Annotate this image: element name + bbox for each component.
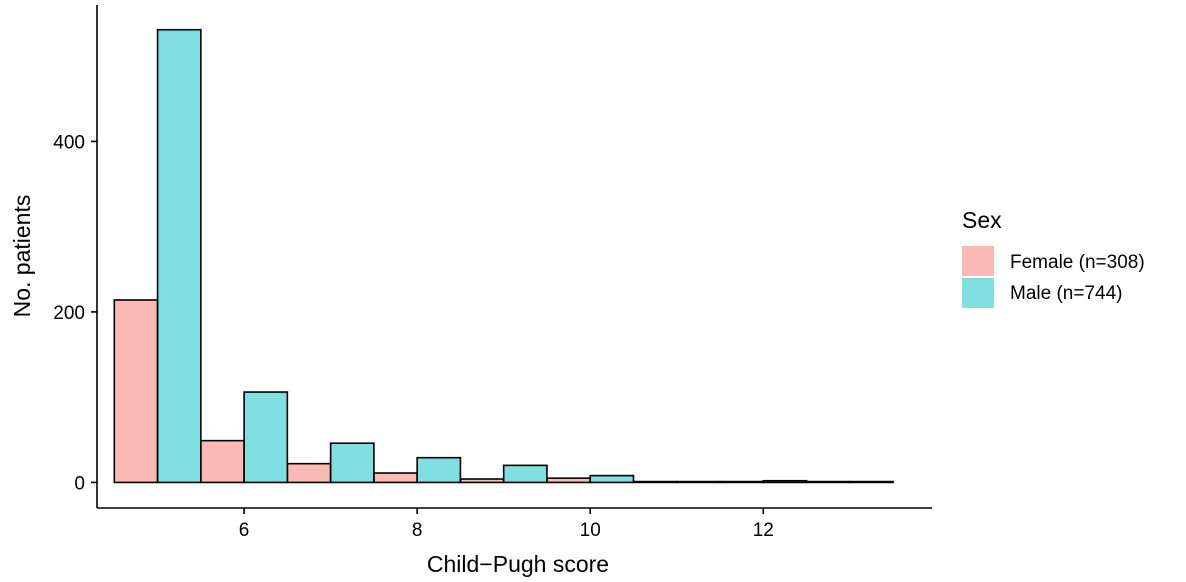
legend-label-male: Male (n=744) [1010, 283, 1122, 304]
x-tick-label: 6 [239, 520, 250, 541]
bar-male-5 [156, 28, 202, 484]
bar-female-8 [373, 472, 418, 484]
bar-male-7 [329, 442, 375, 484]
y-tick-label: 200 [53, 303, 85, 324]
bar-female-5 [113, 299, 159, 484]
bar-female-13 [805, 480, 851, 484]
bar-female-6 [200, 439, 245, 484]
legend: Sex Female (n=308) Male (n=744) [962, 207, 1145, 308]
axes-layer: 6 8 10 12 0 200 400 [53, 5, 932, 541]
bar-female-10 [546, 477, 592, 484]
bars-layer [113, 28, 894, 484]
legend-label-female: Female (n=308) [1010, 252, 1145, 273]
bar-male-12 [762, 479, 808, 484]
x-tick-label: 10 [580, 520, 601, 541]
legend-title: Sex [962, 207, 1002, 233]
legend-key-male [962, 278, 994, 308]
x-axis-title: Child−Pugh score [427, 551, 609, 577]
y-tick-label: 0 [74, 473, 85, 494]
bar-male-10 [589, 474, 635, 484]
legend-key-female [962, 246, 994, 276]
y-tick-label: 400 [53, 132, 85, 153]
bar-male-9 [502, 464, 548, 484]
bar-male-11 [675, 480, 721, 484]
bar-female-12 [719, 480, 765, 484]
y-axis-title: No. patients [9, 195, 35, 318]
bar-female-11 [632, 480, 678, 484]
bar-male-13 [848, 480, 894, 484]
bar-male-6 [243, 391, 289, 484]
bar-female-7 [286, 462, 332, 484]
bar-male-8 [416, 456, 462, 484]
bar-female-9 [459, 478, 505, 484]
x-tick-label: 8 [412, 520, 423, 541]
x-tick-label: 12 [753, 520, 774, 541]
